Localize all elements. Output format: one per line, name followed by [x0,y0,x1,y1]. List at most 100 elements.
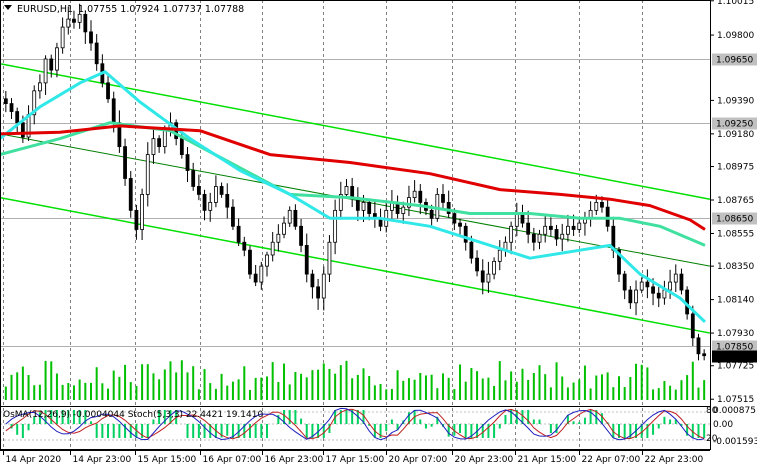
candle [679,268,684,295]
channel-layer [0,63,711,334]
y-tick-label: 1.09180 [717,130,754,140]
candle [32,85,37,125]
ema-red-line [0,124,706,231]
x-tick-label: 17 Apr 15:00 [326,455,385,465]
channel-lower-line [0,196,711,334]
ema-green-line [0,121,706,247]
candle [123,138,127,186]
candle [196,174,201,201]
candle [458,218,462,237]
candle [145,142,150,207]
y-tick-label: 1.09390 [717,96,754,106]
candle [66,6,71,35]
x-tick-label: 20 Apr 07:00 [389,455,448,465]
candle [401,201,406,224]
candle [15,107,20,135]
symbol-dropdown-icon[interactable] [4,5,12,10]
candle [140,188,144,240]
x-tick-label: 20 Apr 23:00 [455,455,514,465]
candle-layer [3,3,707,361]
candle [492,257,496,280]
candle [668,269,672,299]
candle [446,190,451,218]
y-tick-label: 1.08555 [717,229,754,239]
y-tick-label: 1.07515 [717,395,754,405]
candle [185,147,190,183]
y-tick-label: 1.07725 [717,362,754,372]
level-tag-label: 1.09650 [716,56,753,66]
candle [560,223,565,252]
x-tick-label: 22 Apr 07:00 [582,455,641,465]
candle [304,233,309,283]
candle [566,214,570,242]
candle [639,277,644,294]
ohlc-values: 1.07755 1.07924 1.07737 1.07788 [78,4,244,15]
stoch-signal-line [5,408,705,440]
candle [577,217,582,234]
candle [333,199,338,255]
candle [628,286,633,309]
candle [543,216,548,243]
x-tick-label: 14 Apr 2020 [6,455,62,465]
channel-middle-line [0,133,711,267]
candle [265,251,269,277]
candle [690,305,695,347]
candle [554,224,559,246]
candle [316,278,320,310]
candle [3,90,8,113]
candle [509,221,514,255]
candle [55,42,59,78]
level-tag-label: 1.09250 [716,120,753,130]
candle [282,216,286,239]
level-tag-label: 1.07850 [716,343,753,353]
candle [344,179,349,199]
candle [134,204,139,240]
current-price-label: 1.07788 [716,353,753,363]
y-tick-label: 1.08765 [717,196,754,206]
x-tick-label: 22 Apr 23:00 [645,455,704,465]
candle [208,192,213,222]
candle [287,206,292,227]
candle [475,250,479,277]
current-price-tag [712,350,757,363]
candle [497,240,502,271]
stoch-level-label: 80 [706,406,718,416]
candle [622,270,627,300]
y-tick-label: 1.08140 [717,296,754,306]
candle [219,182,224,198]
candle [89,20,93,51]
candle [49,54,54,78]
candle [656,287,661,308]
candle [605,198,610,232]
candle [106,75,110,103]
candle [441,184,445,210]
channel-upper-line [0,63,711,200]
candle [407,185,411,217]
moving-average-layer [0,70,707,323]
candle [191,162,196,191]
level-tag [712,340,757,353]
candle [77,3,82,29]
x-tick-label: 16 Apr 23:00 [265,455,324,465]
candle [248,245,252,279]
level-tag [712,212,757,225]
y-tick-label: 1.09800 [717,31,754,41]
stoch-main-line [5,407,705,441]
osc-tick-label: -0.001593 [713,437,757,447]
stoch-level-label: 20 [706,434,718,444]
candle [321,266,326,311]
candle [242,236,247,257]
candle [60,17,65,54]
candle [151,128,156,164]
candle [702,349,707,361]
candle [673,264,678,293]
candle [231,199,235,230]
y-tick-label: 1.08975 [717,163,754,173]
level-tag [712,117,757,130]
osc-tick-label: 0.0008751 [713,406,757,416]
x-tick-label: 14 Apr 23:00 [73,455,132,465]
osc-tick-label: 0.00 [713,420,733,430]
